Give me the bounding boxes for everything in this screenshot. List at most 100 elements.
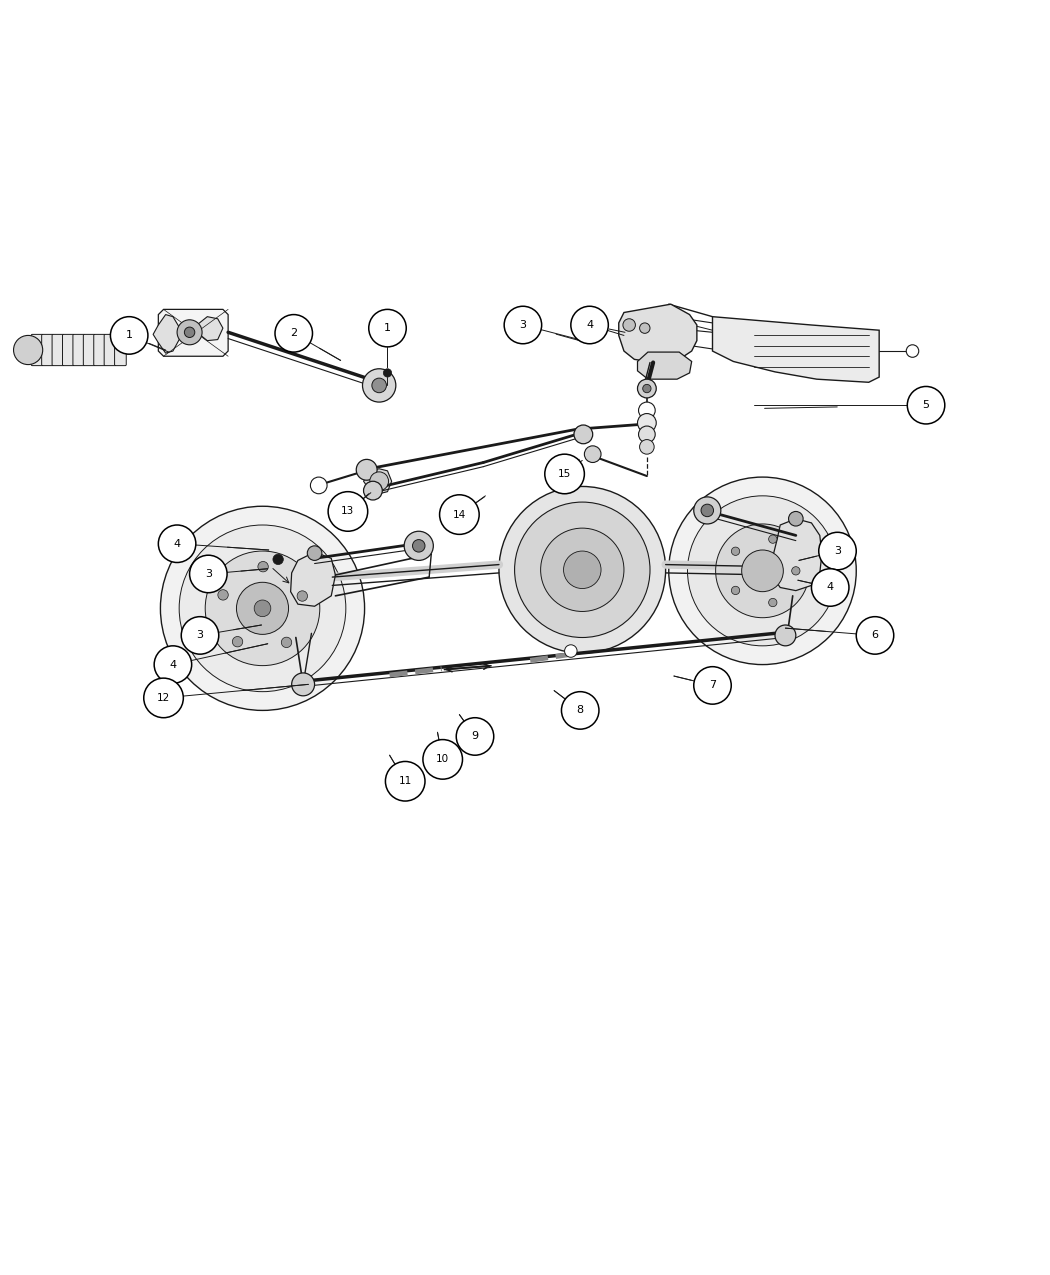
Circle shape	[383, 368, 392, 377]
Circle shape	[514, 502, 650, 638]
Circle shape	[716, 524, 810, 617]
Circle shape	[275, 315, 313, 352]
Polygon shape	[773, 519, 822, 590]
Circle shape	[356, 459, 377, 481]
Circle shape	[669, 477, 856, 664]
Circle shape	[637, 413, 656, 432]
Circle shape	[564, 551, 601, 589]
FancyBboxPatch shape	[72, 334, 85, 366]
Circle shape	[907, 386, 945, 425]
Text: 11: 11	[399, 776, 412, 787]
Text: 4: 4	[173, 539, 181, 548]
Text: 10: 10	[436, 755, 449, 765]
FancyBboxPatch shape	[63, 334, 75, 366]
Circle shape	[385, 761, 425, 801]
Text: 3: 3	[196, 630, 204, 640]
Text: 5: 5	[923, 400, 929, 411]
Text: 3: 3	[520, 320, 526, 330]
Polygon shape	[153, 315, 223, 353]
Circle shape	[504, 306, 542, 344]
Circle shape	[639, 440, 654, 454]
Circle shape	[328, 492, 368, 532]
Circle shape	[232, 636, 243, 646]
Text: 4: 4	[826, 583, 834, 593]
Polygon shape	[618, 305, 697, 362]
Circle shape	[308, 546, 322, 561]
Circle shape	[254, 601, 271, 617]
Circle shape	[574, 425, 592, 444]
Circle shape	[363, 481, 382, 500]
Text: 4: 4	[586, 320, 593, 330]
Text: 1: 1	[384, 323, 391, 333]
Circle shape	[14, 335, 43, 365]
Polygon shape	[637, 352, 692, 379]
FancyBboxPatch shape	[52, 334, 64, 366]
Circle shape	[643, 384, 651, 393]
Circle shape	[311, 477, 328, 493]
FancyBboxPatch shape	[104, 334, 116, 366]
FancyBboxPatch shape	[42, 334, 54, 366]
Circle shape	[154, 646, 192, 683]
Circle shape	[182, 617, 218, 654]
Circle shape	[362, 368, 396, 402]
Circle shape	[694, 497, 721, 524]
Circle shape	[639, 323, 650, 333]
Circle shape	[440, 495, 479, 534]
Circle shape	[159, 525, 196, 562]
Circle shape	[372, 379, 386, 393]
Circle shape	[404, 532, 434, 561]
Text: 9: 9	[471, 732, 479, 742]
Circle shape	[217, 590, 228, 601]
Polygon shape	[291, 552, 335, 606]
Circle shape	[562, 691, 598, 729]
Circle shape	[732, 547, 739, 556]
Circle shape	[541, 528, 624, 612]
Text: 3: 3	[834, 546, 841, 556]
Circle shape	[585, 446, 601, 463]
FancyBboxPatch shape	[83, 334, 94, 366]
Text: 15: 15	[558, 469, 571, 479]
Circle shape	[457, 718, 494, 755]
Circle shape	[571, 306, 608, 344]
Circle shape	[161, 506, 364, 710]
Circle shape	[701, 504, 714, 516]
Circle shape	[185, 328, 195, 338]
Circle shape	[205, 551, 320, 666]
Circle shape	[741, 550, 783, 592]
Text: 7: 7	[709, 681, 716, 691]
Circle shape	[370, 472, 388, 491]
Circle shape	[688, 496, 838, 646]
Circle shape	[190, 555, 227, 593]
Circle shape	[565, 645, 578, 658]
FancyBboxPatch shape	[93, 334, 105, 366]
Text: 3: 3	[205, 569, 212, 579]
Polygon shape	[713, 316, 879, 382]
Circle shape	[812, 569, 849, 606]
Circle shape	[236, 583, 289, 635]
Text: 4: 4	[169, 659, 176, 669]
Text: 2: 2	[290, 329, 297, 338]
Text: 13: 13	[341, 506, 355, 516]
Text: 14: 14	[453, 510, 466, 520]
Circle shape	[732, 586, 739, 594]
Circle shape	[545, 454, 585, 493]
Circle shape	[906, 344, 919, 357]
Circle shape	[423, 740, 462, 779]
Circle shape	[623, 319, 635, 332]
Circle shape	[281, 638, 292, 648]
FancyBboxPatch shape	[32, 334, 43, 366]
Circle shape	[258, 561, 269, 572]
Circle shape	[499, 487, 666, 653]
Circle shape	[369, 310, 406, 347]
Circle shape	[638, 426, 655, 442]
Circle shape	[819, 532, 856, 570]
Circle shape	[273, 555, 284, 565]
Circle shape	[637, 379, 656, 398]
Circle shape	[144, 678, 184, 718]
Circle shape	[789, 511, 803, 527]
Circle shape	[769, 536, 777, 543]
Circle shape	[292, 673, 315, 696]
Circle shape	[297, 590, 308, 602]
Text: 8: 8	[576, 705, 584, 715]
Circle shape	[775, 625, 796, 646]
